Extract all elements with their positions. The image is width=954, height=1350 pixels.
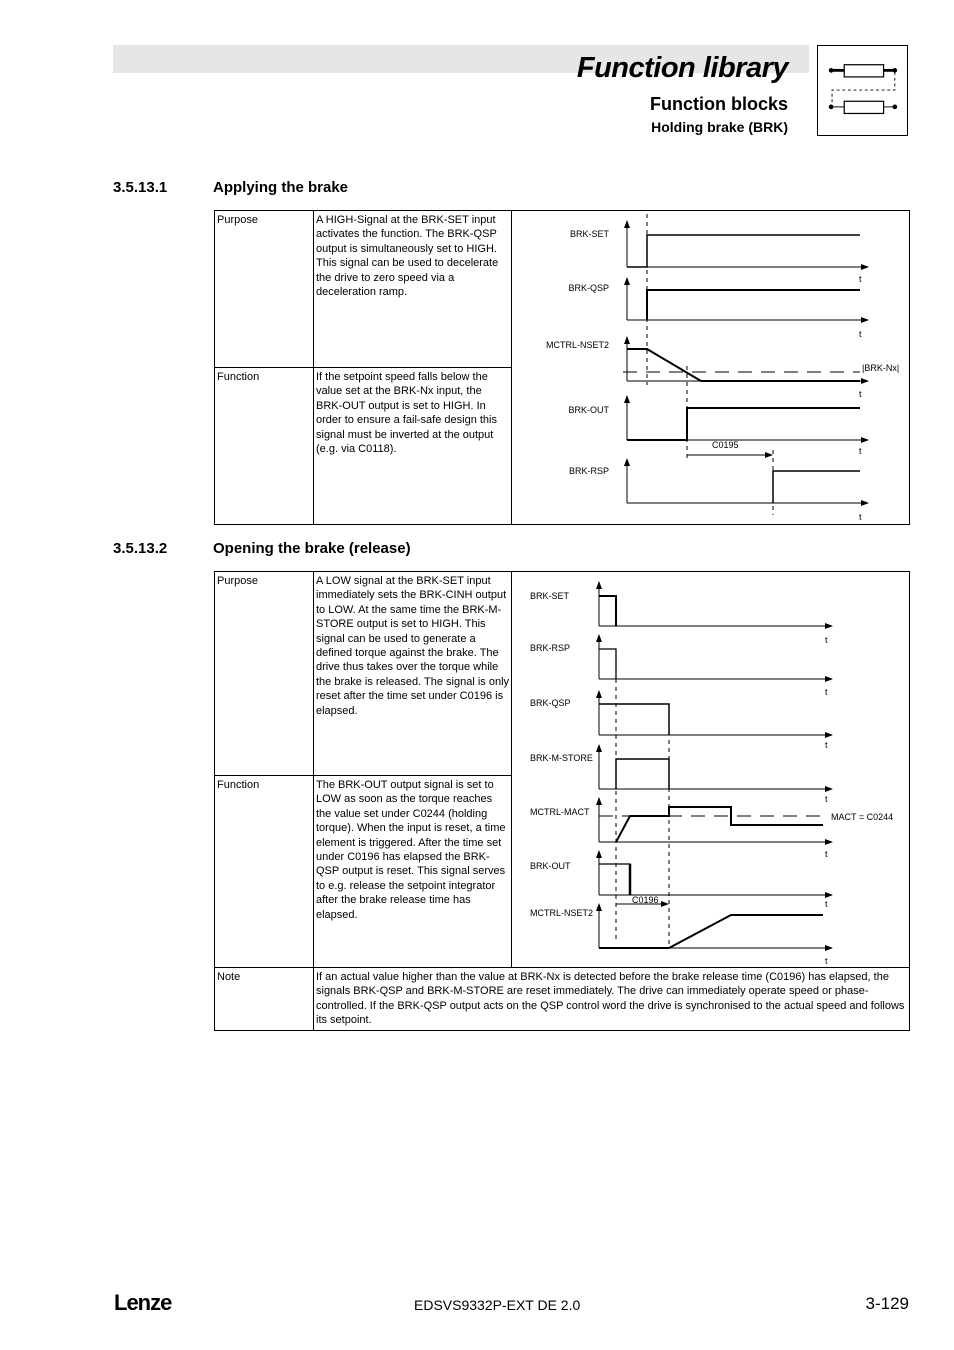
delay-label: C0195 xyxy=(712,440,739,450)
row-label: Function xyxy=(214,775,314,968)
time-axis-label: t xyxy=(825,635,828,645)
time-axis-label: t xyxy=(859,446,862,456)
opening-brake-table: Purpose A LOW signal at the BRK-SET inpu… xyxy=(214,571,910,1031)
time-axis-label: t xyxy=(825,956,828,966)
signal-brk-set xyxy=(627,234,860,268)
applying-brake-table: Purpose A HIGH-Signal at the BRK-SET inp… xyxy=(214,210,910,525)
row-label: Purpose xyxy=(214,210,314,368)
page-title: Function library xyxy=(576,52,789,84)
signal-label: BRK-SET xyxy=(530,591,570,601)
signal-label: BRK-RSP xyxy=(530,643,570,653)
time-axis-label: t xyxy=(825,740,828,750)
delay-label: C0196 xyxy=(632,895,659,905)
timing-diagram-release: BRK-SET BRK-RSP BRK-QSP BRK-M-STORE MCTR… xyxy=(511,571,910,968)
signal-label: MCTRL-MACT xyxy=(530,807,590,817)
document-id: EDSVS9332P-EXT DE 2.0 xyxy=(414,1297,581,1313)
row-label: Note xyxy=(214,967,314,1031)
signal-label: BRK-QSP xyxy=(568,283,609,293)
threshold-label: |BRK-Nx| xyxy=(862,363,899,373)
section-title: Opening the brake (release) xyxy=(213,540,411,557)
signal-label: BRK-M-STORE xyxy=(530,753,593,763)
signal-label: MCTRL-NSET2 xyxy=(546,340,609,350)
signal-label: BRK-RSP xyxy=(569,466,609,476)
row-text: If an actual value higher than the value… xyxy=(313,967,910,1031)
time-axis-label: t xyxy=(825,794,828,804)
row-label: Function xyxy=(214,367,314,525)
time-axis-label: t xyxy=(859,274,862,284)
row-text: A LOW signal at the BRK-SET input immedi… xyxy=(313,571,512,776)
time-axis-label: t xyxy=(825,687,828,697)
row-text: If the setpoint speed falls below the va… xyxy=(313,367,512,525)
time-axis-label: t xyxy=(825,899,828,909)
timing-diagram-apply: BRK-SET BRK-QSP MCTRL-NSET2 BRK-OUT BRK-… xyxy=(511,210,910,525)
section-title: Applying the brake xyxy=(213,179,349,196)
header-bar xyxy=(113,45,809,73)
section-number: 3.5.13.2 xyxy=(113,540,168,557)
page-subtitle: Function blocks xyxy=(649,94,788,114)
time-axis-label: t xyxy=(859,329,862,339)
function-block-icon xyxy=(817,45,908,136)
lenze-logo: Lenze xyxy=(114,1290,172,1315)
signal-label: BRK-QSP xyxy=(530,698,571,708)
signal-label: BRK-SET xyxy=(570,229,610,239)
section-number: 3.5.13.1 xyxy=(113,179,168,196)
time-axis-label: t xyxy=(825,849,828,859)
row-label: Purpose xyxy=(214,571,314,776)
signal-label: BRK-OUT xyxy=(569,405,610,415)
section-heading: Holding brake (BRK) xyxy=(651,119,788,135)
signal-label: MCTRL-NSET2 xyxy=(530,908,593,918)
row-text: The BRK-OUT output signal is set to LOW … xyxy=(313,775,512,968)
page-number: 3-129 xyxy=(865,1294,909,1313)
threshold-label: MACT = C0244 xyxy=(831,812,893,822)
signal-label: BRK-OUT xyxy=(530,861,571,871)
row-text: A HIGH-Signal at the BRK-SET input activ… xyxy=(313,210,512,368)
time-axis-label: t xyxy=(859,389,862,399)
time-axis-label: t xyxy=(859,512,862,522)
